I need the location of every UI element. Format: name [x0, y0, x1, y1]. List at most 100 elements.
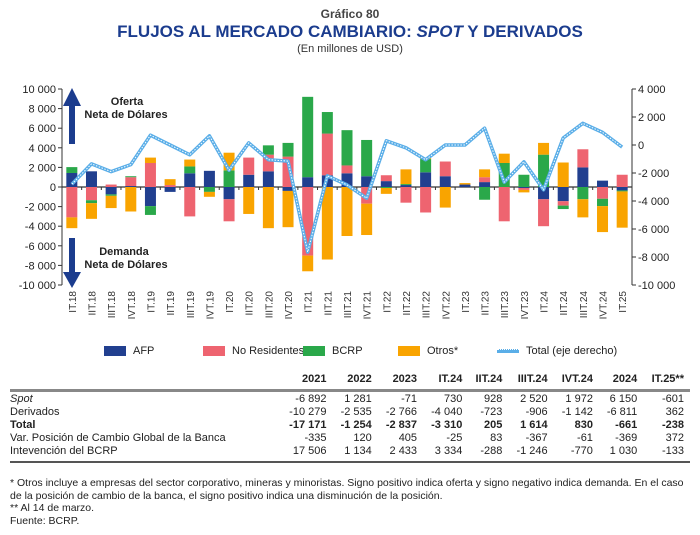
bar-afp-IT.21: [302, 177, 314, 187]
bar-otros--IT.21: [302, 255, 314, 272]
x-tick-label: IT.19: [146, 291, 157, 313]
bar-otros--IVT.23: [518, 189, 530, 193]
legend-label: BCRP: [332, 345, 363, 357]
bar-otros--IVT.19: [203, 191, 215, 197]
x-tick-label: IIT.18: [87, 291, 98, 316]
bar-bcrp-IIT.21: [321, 112, 333, 134]
x-tick-label: IIT.19: [166, 291, 177, 316]
chart-number: Gráfico 80: [320, 7, 380, 21]
bar-bcrp-IVT.18: [125, 176, 137, 178]
table-cell: -661: [615, 419, 638, 431]
bar-no-residentes-IT.20: [223, 199, 235, 222]
bar-otros--IIT.21: [321, 187, 333, 260]
column-header: IVT.24: [553, 373, 599, 392]
table-row: Var. Posición de Cambio Global de la Ban…: [10, 431, 690, 444]
bar-afp-IIIT.18: [105, 187, 117, 195]
column-header: 2023: [377, 373, 424, 392]
bar-bcrp-IT.19: [144, 206, 156, 215]
x-tick-label: IT.22: [382, 291, 393, 313]
bar-bcrp-IIIT.23: [498, 162, 510, 187]
table-row: Spot -6 892 1 281 -71 730 928 2 520 1 972 6 150 -…: [10, 391, 690, 406]
bar-afp-IVT.23: [518, 187, 530, 188]
column-header: IT.24: [423, 373, 469, 392]
bar-bcrp-IIIT.18: [105, 194, 117, 196]
table-cell: 6 150: [609, 393, 638, 405]
bar-bcrp-IVT.20: [282, 142, 294, 157]
x-tick-label: IIT.24: [559, 291, 570, 316]
bar-no-residentes-IVT.24: [597, 187, 609, 199]
bar-no-residentes-IIIT.23: [498, 187, 510, 222]
bar-afp-IT.19: [144, 187, 156, 207]
x-tick-label: IVT.24: [599, 291, 610, 320]
table-row: Derivados -10 279 -2 535 -2 766 -4 040 -723 -9…: [10, 405, 690, 418]
table-cell: 2 520: [520, 393, 548, 405]
table-cell: 205: [484, 419, 503, 431]
table-cell: -6 811: [606, 406, 638, 418]
legend-otros: Otros*: [398, 345, 458, 357]
table-cell: 1 972: [565, 393, 593, 405]
bar-otros--IT.22: [380, 187, 392, 194]
chart-subtitle: (En millones de USD): [297, 43, 403, 55]
x-tick-label: IT.21: [304, 291, 315, 313]
legend-swatch: [203, 346, 225, 356]
bar-afp-IIIT.19: [184, 173, 196, 187]
bar-no-residentes-IIT.18: [85, 187, 97, 201]
column-header: 2024: [598, 373, 644, 392]
table-row: Intevención del BCRP 17 506 1 134 2 433 3 33…: [10, 444, 690, 463]
bar-bcrp-IIT.22: [400, 184, 412, 186]
bar-no-residentes-IIT.23: [479, 177, 491, 183]
x-tick-label: IT.20: [225, 291, 236, 313]
left-tick-label: 0: [50, 182, 56, 194]
bar-no-residentes-IIT.24: [557, 201, 569, 206]
arrow-down-icon: [63, 238, 81, 288]
bar-no-residentes-IVT.18: [125, 177, 137, 187]
row-label: Var. Posición de Cambio Global de la Ban…: [10, 432, 226, 444]
table-cell: -25: [446, 432, 463, 444]
bar-no-residentes-IVT.22: [439, 161, 451, 177]
table-cell: 372: [665, 432, 684, 444]
column-header: [10, 373, 280, 392]
table-cell: 405: [398, 432, 418, 444]
bar-otros--IIT.23: [479, 169, 491, 178]
title-end: Y DERIVADOS: [462, 22, 583, 41]
left-tick-label: 8 000: [28, 104, 56, 116]
table-cell: -723: [480, 406, 503, 418]
table-cell: -2 535: [340, 406, 372, 418]
row-label: Total: [10, 419, 36, 431]
column-header: 2021: [279, 373, 333, 392]
bar-no-residentes-IT.24: [538, 199, 550, 227]
bar-otros--IT.20: [223, 152, 235, 171]
bar-otros--IIT.20: [243, 187, 255, 214]
bar-afp-IT.24: [538, 187, 550, 200]
x-tick-label: IIT.22: [402, 291, 413, 316]
right-tick-label: 0: [638, 140, 644, 152]
x-tick-label: IT.24: [540, 291, 551, 313]
summary-table: 2021 2022 2023 IT.24 IIT.24 IIIT.24 IVT.24 2024…: [10, 373, 690, 463]
bar-no-residentes-IIIT.19: [184, 187, 196, 217]
table-cell: -1 254: [340, 419, 372, 431]
bar-no-residentes-IIT.22: [400, 187, 412, 203]
bar-afp-IIT.22: [400, 185, 412, 187]
bar-no-residentes-IIIT.20: [262, 154, 274, 172]
bar-otros--IIIT.21: [341, 187, 353, 236]
bar-bcrp-IIT.24: [557, 205, 569, 210]
bar-afp-IT.20: [223, 187, 235, 200]
bar-afp-IIIT.21: [341, 173, 353, 187]
right-tick-label: -10 000: [638, 280, 675, 292]
footnotes: * Otros incluye a empresas del sector co…: [10, 477, 690, 527]
table-cell: 1 030: [598, 444, 644, 463]
bar-bcrp-IT.21: [302, 96, 314, 178]
bar-no-residentes-IIT.21: [321, 133, 333, 176]
x-tick-label: IVT.21: [363, 291, 374, 320]
bar-bcrp-IIIT.24: [577, 187, 589, 200]
bar-afp-IIT.19: [164, 187, 176, 192]
x-tick-label: IT.23: [461, 291, 472, 313]
stacked-bar-chart: 10 000 8 000 6 000 4 000 2 000 0 -2 000 -4 000 -…: [19, 84, 676, 320]
right-tick-label: -2 000: [638, 168, 669, 180]
table-cell: 1 614: [520, 419, 548, 431]
table-cell: -2 837: [385, 419, 418, 431]
x-tick-label: IIIT.23: [500, 291, 511, 319]
title-main: FLUJOS AL MERCADO CAMBIARIO:: [117, 22, 417, 41]
annotation-oferta: Oferta: [111, 96, 144, 108]
